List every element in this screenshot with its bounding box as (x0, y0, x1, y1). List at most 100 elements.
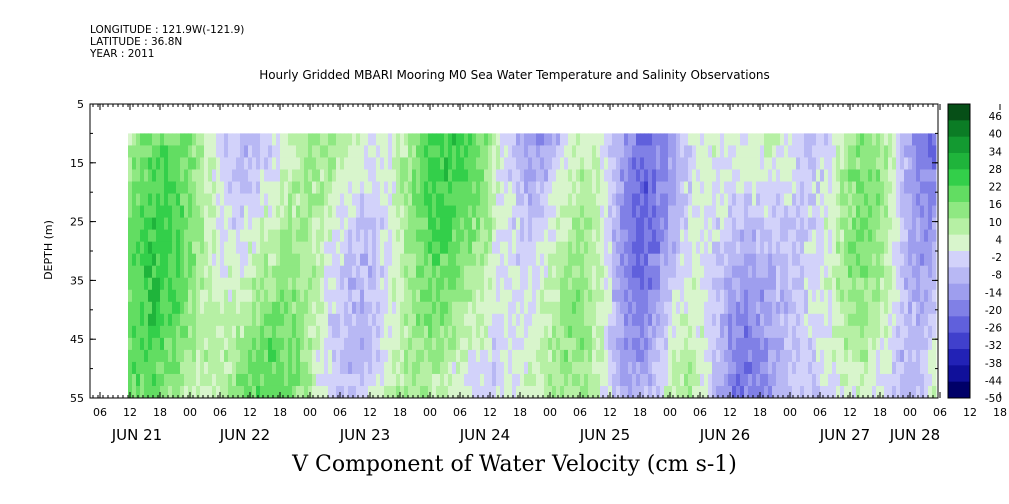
heatmap-cell (760, 301, 765, 315)
heatmap-cell (920, 349, 925, 363)
heatmap-cell (868, 289, 873, 303)
heatmap-cell (212, 253, 217, 267)
heatmap-cell (724, 289, 729, 303)
heatmap-cell (484, 277, 489, 291)
heatmap-cell (816, 301, 821, 315)
heatmap-cell (712, 301, 717, 315)
heatmap-cell (792, 217, 797, 231)
heatmap-cell (720, 169, 725, 183)
heatmap-cell (792, 313, 797, 327)
heatmap-cell (664, 349, 669, 363)
heatmap-cell (460, 253, 465, 267)
heatmap-cell (668, 325, 673, 339)
heatmap-cell (296, 289, 301, 303)
heatmap-cell (620, 313, 625, 327)
heatmap-cell (888, 133, 893, 146)
heatmap-cell (536, 313, 541, 327)
heatmap-cell (696, 337, 701, 351)
heatmap-cell (152, 253, 157, 267)
heatmap-cell (184, 193, 189, 207)
x-day-label: JUN 24 (459, 426, 510, 444)
heatmap-cell (488, 193, 493, 207)
heatmap-cell (648, 265, 653, 279)
heatmap-cell (264, 181, 269, 195)
heatmap-cell (404, 133, 409, 146)
heatmap-cell (168, 217, 173, 231)
heatmap-cell (740, 337, 745, 351)
heatmap-cell (748, 241, 753, 255)
heatmap-cell (872, 301, 877, 315)
heatmap-cell (276, 385, 281, 399)
heatmap-cell (212, 205, 217, 219)
heatmap-cell (404, 289, 409, 303)
heatmap-cell (520, 181, 525, 195)
heatmap-cell (448, 229, 453, 243)
heatmap-cell (836, 301, 841, 315)
heatmap-cell (844, 385, 849, 399)
heatmap-cell (796, 373, 801, 387)
heatmap-cell (180, 181, 185, 195)
heatmap-cell (604, 289, 609, 303)
heatmap-cell (300, 217, 305, 231)
heatmap-cell (312, 205, 317, 219)
heatmap-cell (688, 133, 693, 146)
heatmap-cell (924, 325, 929, 339)
heatmap-cell (632, 181, 637, 195)
heatmap-cell (188, 217, 193, 231)
heatmap-cell (876, 337, 881, 351)
heatmap-cell (336, 157, 341, 170)
heatmap-cell (848, 145, 853, 158)
heatmap-cell (884, 265, 889, 279)
heatmap-cell (248, 157, 253, 170)
heatmap-cell (712, 241, 717, 255)
heatmap-cell (872, 241, 877, 255)
heatmap-cell (748, 157, 753, 170)
heatmap-cell (160, 301, 165, 315)
heatmap-cell (324, 145, 329, 158)
heatmap-cell (840, 289, 845, 303)
heatmap-cell (192, 277, 197, 291)
heatmap-cell (140, 265, 145, 279)
heatmap-cell (200, 361, 205, 375)
heatmap-cell (904, 253, 909, 267)
heatmap-cell (380, 289, 385, 303)
heatmap-cell (716, 205, 721, 219)
heatmap-cell (408, 325, 413, 339)
heatmap-cell (252, 217, 257, 231)
heatmap-cell (508, 217, 513, 231)
heatmap-cell (668, 145, 673, 158)
heatmap-cell (856, 217, 861, 231)
heatmap-cell (852, 157, 857, 170)
heatmap-cell (376, 265, 381, 279)
heatmap-cell (352, 373, 357, 387)
heatmap-cell (644, 241, 649, 255)
heatmap-cell (652, 157, 657, 170)
heatmap-cell (524, 289, 529, 303)
heatmap-cell (128, 337, 133, 351)
heatmap-cell (596, 169, 601, 183)
heatmap-cell (708, 181, 713, 195)
heatmap-cell (564, 349, 569, 363)
heatmap-cell (616, 277, 621, 291)
heatmap-cell (556, 361, 561, 375)
heatmap-cell (592, 229, 597, 243)
heatmap-cell (612, 217, 617, 231)
heatmap-cell (724, 181, 729, 195)
heatmap-cell (604, 133, 609, 146)
heatmap-cell (520, 313, 525, 327)
heatmap-cell (240, 217, 245, 231)
heatmap-cell (680, 253, 685, 267)
heatmap-cell (620, 325, 625, 339)
heatmap-cell (312, 133, 317, 146)
heatmap-cell (848, 241, 853, 255)
heatmap-cell (284, 289, 289, 303)
heatmap-cell (712, 217, 717, 231)
heatmap-cell (476, 229, 481, 243)
heatmap-cell (924, 337, 929, 351)
heatmap-cell (488, 289, 493, 303)
heatmap-cell (440, 301, 445, 315)
heatmap-cell (272, 217, 277, 231)
heatmap-cell (268, 145, 273, 158)
heatmap-cell (608, 361, 613, 375)
heatmap-cell (924, 349, 929, 363)
